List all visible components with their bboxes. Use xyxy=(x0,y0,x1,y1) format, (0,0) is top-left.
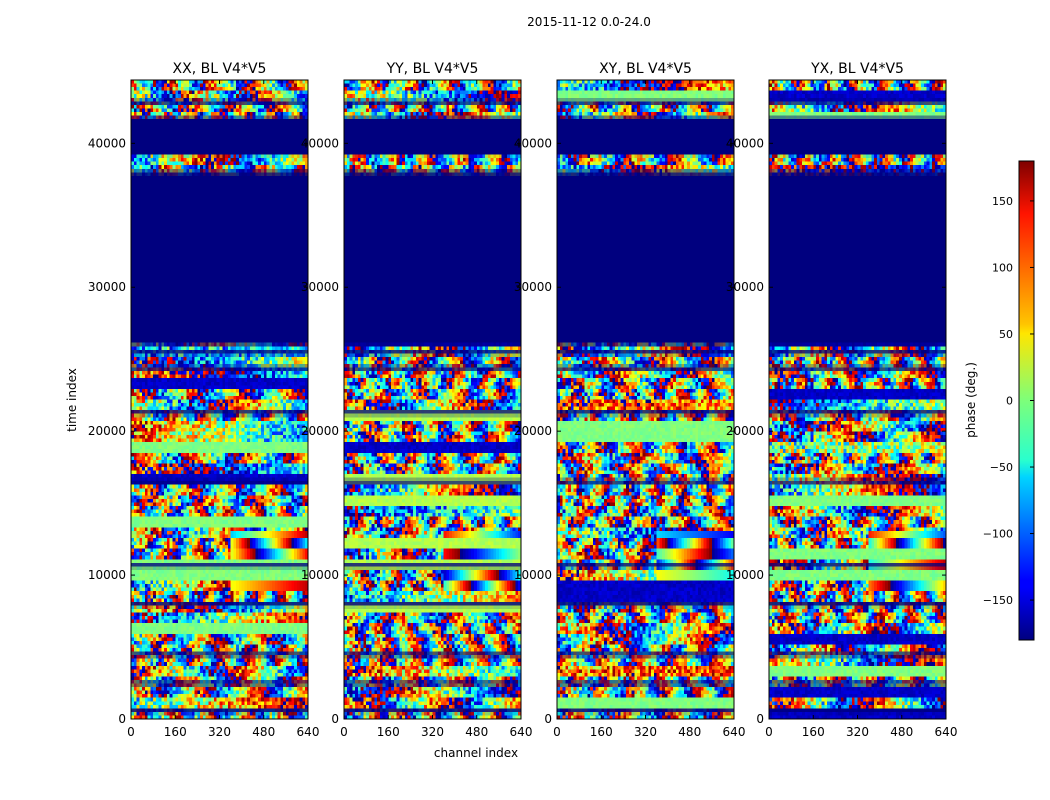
panel-title: YX, BL V4*V5 xyxy=(810,61,904,77)
x-tick-label: 0 xyxy=(553,725,561,739)
x-tick-label: 480 xyxy=(890,725,913,739)
panel-yy: YY, BL V4*V5 0 160 320 480 640 0 10000 20000 3000… xyxy=(301,61,533,739)
panels-group: XX, BL V4*V5 0 160 320 480 640 0 10000 20000 3000… xyxy=(88,61,958,739)
colorbar-tick-label: −100 xyxy=(983,528,1013,541)
y-tick-label: 0 xyxy=(118,712,126,726)
x-tick-label: 0 xyxy=(340,725,348,739)
y-tick-label: 30000 xyxy=(301,280,339,294)
x-tick-label: 480 xyxy=(252,725,275,739)
y-tick-label: 20000 xyxy=(726,424,764,438)
colorbar-tick-label: 0 xyxy=(1006,395,1013,408)
y-tick-label: 10000 xyxy=(514,568,552,582)
x-tick-label: 480 xyxy=(678,725,701,739)
colorbar-ticks: −150 −100 −50 0 50 100 150 xyxy=(983,195,1034,607)
x-tick-label: 320 xyxy=(634,725,657,739)
x-tick-label: 320 xyxy=(208,725,231,739)
x-tick-label: 320 xyxy=(421,725,444,739)
panel-title: YY, BL V4*V5 xyxy=(386,61,479,77)
colorbar-tick-label: −150 xyxy=(983,594,1013,607)
colorbar: −150 −100 −50 0 50 100 150 phase (deg.) xyxy=(964,160,1035,641)
y-tick-label: 20000 xyxy=(514,424,552,438)
y-tick-label: 10000 xyxy=(301,568,339,582)
colorbar-label: phase (deg.) xyxy=(964,362,978,438)
figure-suptitle: 2015-11-12 0.0-24.0 xyxy=(527,15,651,29)
x-tick-label: 320 xyxy=(846,725,869,739)
y-tick-label: 10000 xyxy=(88,568,126,582)
panel-xy: XY, BL V4*V5 0 160 320 480 640 0 10000 20000 3000… xyxy=(514,61,746,739)
colorbar-tick-label: 100 xyxy=(992,261,1013,274)
heatmap-image-yy xyxy=(344,80,521,719)
panel-title: XX, BL V4*V5 xyxy=(173,61,267,77)
y-tick-label: 30000 xyxy=(514,280,552,294)
y-axis-label: time index xyxy=(65,368,79,432)
x-tick-label: 160 xyxy=(377,725,400,739)
y-tick-label: 20000 xyxy=(301,424,339,438)
y-tick-label: 20000 xyxy=(88,424,126,438)
x-tick-label: 0 xyxy=(127,725,135,739)
y-tick-label: 0 xyxy=(544,712,552,726)
x-tick-label: 640 xyxy=(510,725,533,739)
x-tick-label: 0 xyxy=(765,725,773,739)
y-tick-label: 30000 xyxy=(726,280,764,294)
y-tick-label: 0 xyxy=(331,712,339,726)
heatmap-image-yx xyxy=(769,80,946,719)
y-tick-label: 40000 xyxy=(726,136,764,150)
x-axis-label: channel index xyxy=(434,746,518,760)
panel-xx: XX, BL V4*V5 0 160 320 480 640 0 10000 20000 3000… xyxy=(88,61,320,739)
heatmap-image-xy xyxy=(557,80,734,719)
x-tick-label: 640 xyxy=(935,725,958,739)
y-tick-label: 40000 xyxy=(88,136,126,150)
y-tick-label: 40000 xyxy=(301,136,339,150)
y-tick-label: 0 xyxy=(756,712,764,726)
x-tick-label: 480 xyxy=(465,725,488,739)
y-tick-label: 30000 xyxy=(88,280,126,294)
x-tick-label: 160 xyxy=(590,725,613,739)
y-tick-label: 40000 xyxy=(514,136,552,150)
colorbar-tick-label: −50 xyxy=(990,461,1013,474)
colorbar-tick-label: 50 xyxy=(999,328,1013,341)
x-tick-label: 160 xyxy=(802,725,825,739)
panel-title: XY, BL V4*V5 xyxy=(599,61,692,77)
colorbar-tick-label: 150 xyxy=(992,195,1013,208)
x-tick-label: 640 xyxy=(297,725,320,739)
y-tick-label: 10000 xyxy=(726,568,764,582)
panel-yx: YX, BL V4*V5 0 160 320 480 640 0 10000 20000 3000… xyxy=(726,61,958,739)
heatmap-image-xx xyxy=(131,80,308,719)
x-tick-label: 640 xyxy=(723,725,746,739)
x-tick-label: 160 xyxy=(164,725,187,739)
